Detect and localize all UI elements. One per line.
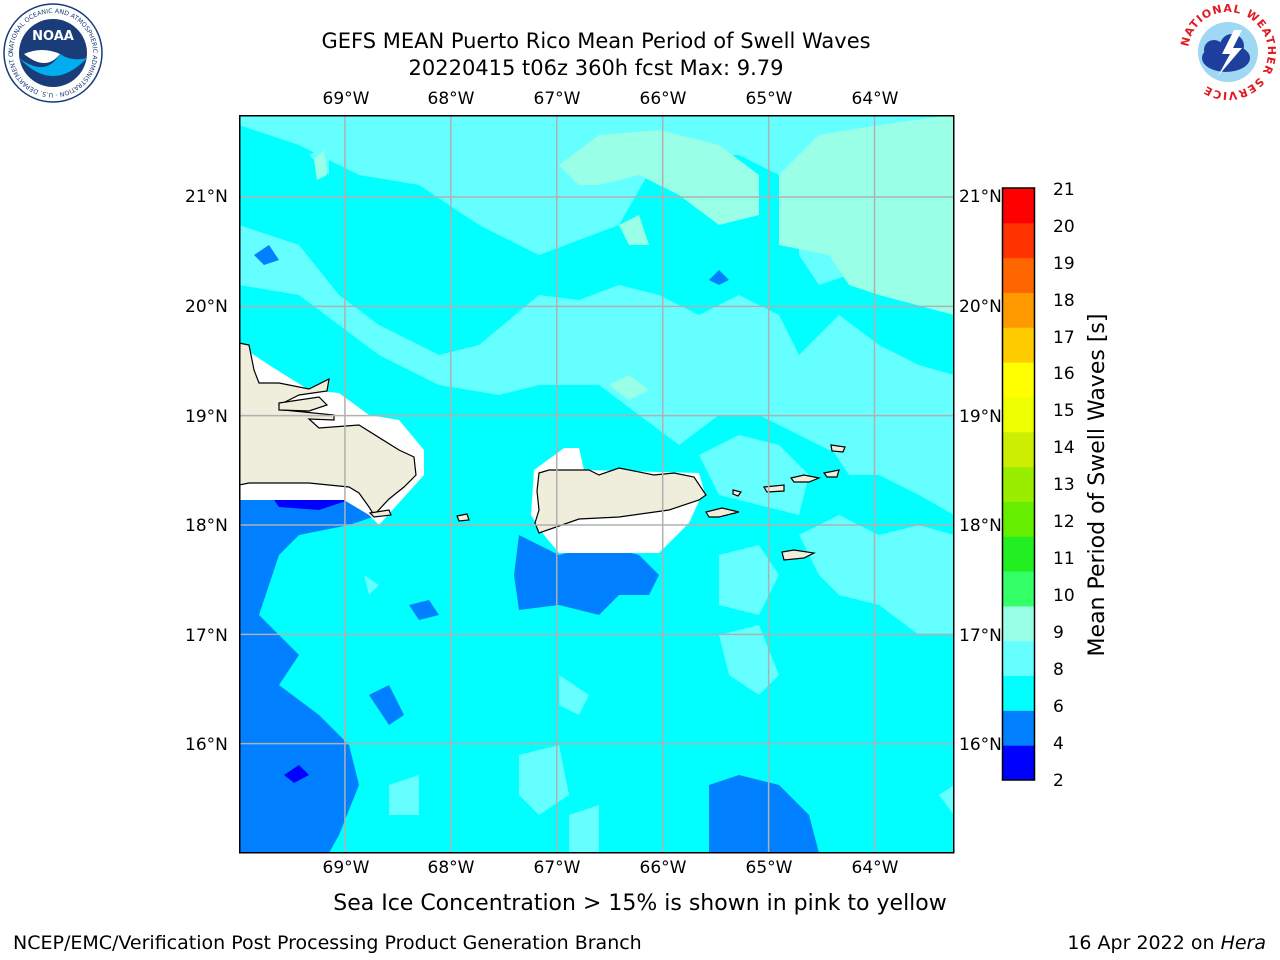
lon-label-top: 64°W [851, 89, 899, 109]
colorbar-cell [1002, 257, 1035, 293]
sea-ice-note: Sea Ice Concentration > 15% is shown in … [333, 891, 947, 916]
lon-label-bottom: 68°W [427, 858, 475, 878]
colorbar-cell [1002, 605, 1035, 642]
lon-label-top: 68°W [427, 89, 475, 109]
lon-label-bottom: 64°W [851, 858, 899, 878]
anegada-island [830, 444, 846, 453]
colorbar-tick-label: 15 [1053, 401, 1075, 421]
colorbar-tick-label: 21 [1053, 180, 1075, 200]
lon-label-top: 65°W [745, 89, 793, 109]
swell-4-6s-contours [239, 245, 819, 853]
lon-label-bottom: 67°W [533, 858, 581, 878]
lat-label-right: 17°N [959, 626, 1002, 646]
lon-label-top: 66°W [639, 89, 687, 109]
colorbar-cell [1002, 501, 1035, 537]
mona-island [456, 513, 470, 522]
lon-label-bottom: 65°W [745, 858, 793, 878]
lat-label-right: 16°N [959, 735, 1002, 755]
colorbar-tick-label: 6 [1053, 697, 1064, 717]
colorbar-cell [1002, 710, 1035, 746]
colorbar-tick-label: 16 [1053, 364, 1075, 384]
footer-branch: NCEP/EMC/Verification Post Processing Pr… [13, 932, 642, 954]
colorbar-tick-label: 10 [1053, 586, 1075, 606]
colorbar-cell [1002, 327, 1035, 363]
lat-label-left: 18°N [185, 516, 228, 536]
colorbar-tick-label: 14 [1053, 438, 1075, 458]
colorbar-cell [1002, 466, 1035, 502]
noaa-logo-text: NOAA [32, 29, 74, 44]
colorbar-cell [1002, 536, 1035, 572]
nws-logo: NATIONAL WEATHER SERVICE [1178, 2, 1277, 102]
colorbar-tick-label: 20 [1053, 217, 1075, 237]
colorbar [1001, 187, 1036, 781]
noaa-logo: NATIONAL OCEANIC AND ATMOSPHERIC ADMINIS… [2, 2, 103, 103]
colorbar-tick-label: 17 [1053, 328, 1075, 348]
colorbar-cell [1002, 675, 1035, 711]
chart-title-line2: 20220415 t06z 360h fcst Max: 9.79 [408, 56, 784, 80]
lat-label-right: 18°N [959, 516, 1002, 536]
colorbar-tick-label: 12 [1053, 512, 1075, 532]
colorbar-cell [1002, 396, 1035, 433]
colorbar-cell [1002, 292, 1035, 328]
swell-2-4s-contours [274, 500, 349, 783]
colorbar-tick-label: 8 [1053, 660, 1064, 680]
colorbar-tick-label: 19 [1053, 254, 1075, 274]
colorbar-tick-label: 4 [1053, 734, 1064, 754]
lon-label-top: 67°W [533, 89, 581, 109]
colorbar-tick-label: 11 [1053, 549, 1075, 569]
colorbar-tick-label: 9 [1053, 623, 1064, 643]
tortuga-island [278, 396, 329, 412]
colorbar-cell [1002, 640, 1035, 677]
colorbar-tick-label: 2 [1053, 771, 1064, 791]
hispaniola [239, 342, 417, 516]
lat-label-left: 20°N [185, 297, 228, 317]
colorbar-cell [1002, 222, 1035, 259]
saona-island [368, 509, 392, 518]
colorbar-cell [1002, 571, 1035, 607]
colorbar-label: Mean Period of Swell Waves [s] [1085, 313, 1110, 657]
footer-machine: Hera [1220, 932, 1266, 954]
vieques-island [705, 507, 740, 518]
lat-label-left: 19°N [185, 407, 228, 427]
lat-label-right: 21°N [959, 187, 1002, 207]
colorbar-tick-label: 18 [1053, 291, 1075, 311]
swell-9-10s-contours [314, 115, 954, 400]
lat-label-left: 16°N [185, 735, 228, 755]
colorbar-tick-label: 13 [1053, 475, 1075, 495]
st-croix-island [781, 549, 816, 561]
colorbar-cell [1002, 745, 1035, 781]
chart-title-line1: GEFS MEAN Puerto Rico Mean Period of Swe… [321, 29, 871, 53]
lon-label-bottom: 66°W [639, 858, 687, 878]
lat-label-right: 20°N [959, 297, 1002, 317]
lat-label-right: 19°N [959, 407, 1002, 427]
tortola-island [789, 474, 822, 483]
lat-label-left: 21°N [185, 187, 228, 207]
footer-date-text: 16 Apr 2022 on [1067, 932, 1221, 954]
colorbar-cell [1002, 188, 1035, 224]
lat-label-left: 17°N [185, 626, 228, 646]
colorbar-cell [1002, 362, 1035, 398]
graticule [239, 115, 954, 853]
lon-label-bottom: 69°W [322, 858, 370, 878]
virgin-gorda-island [822, 469, 840, 478]
colorbar-frame [1001, 187, 1036, 781]
colorbar-cell [1002, 431, 1035, 468]
map-frame [239, 115, 955, 854]
lon-label-top: 69°W [322, 89, 370, 109]
culebra-island [732, 489, 743, 497]
footer-date: 16 Apr 2022 on Hera [1067, 932, 1266, 954]
swell-period-map [239, 115, 955, 854]
